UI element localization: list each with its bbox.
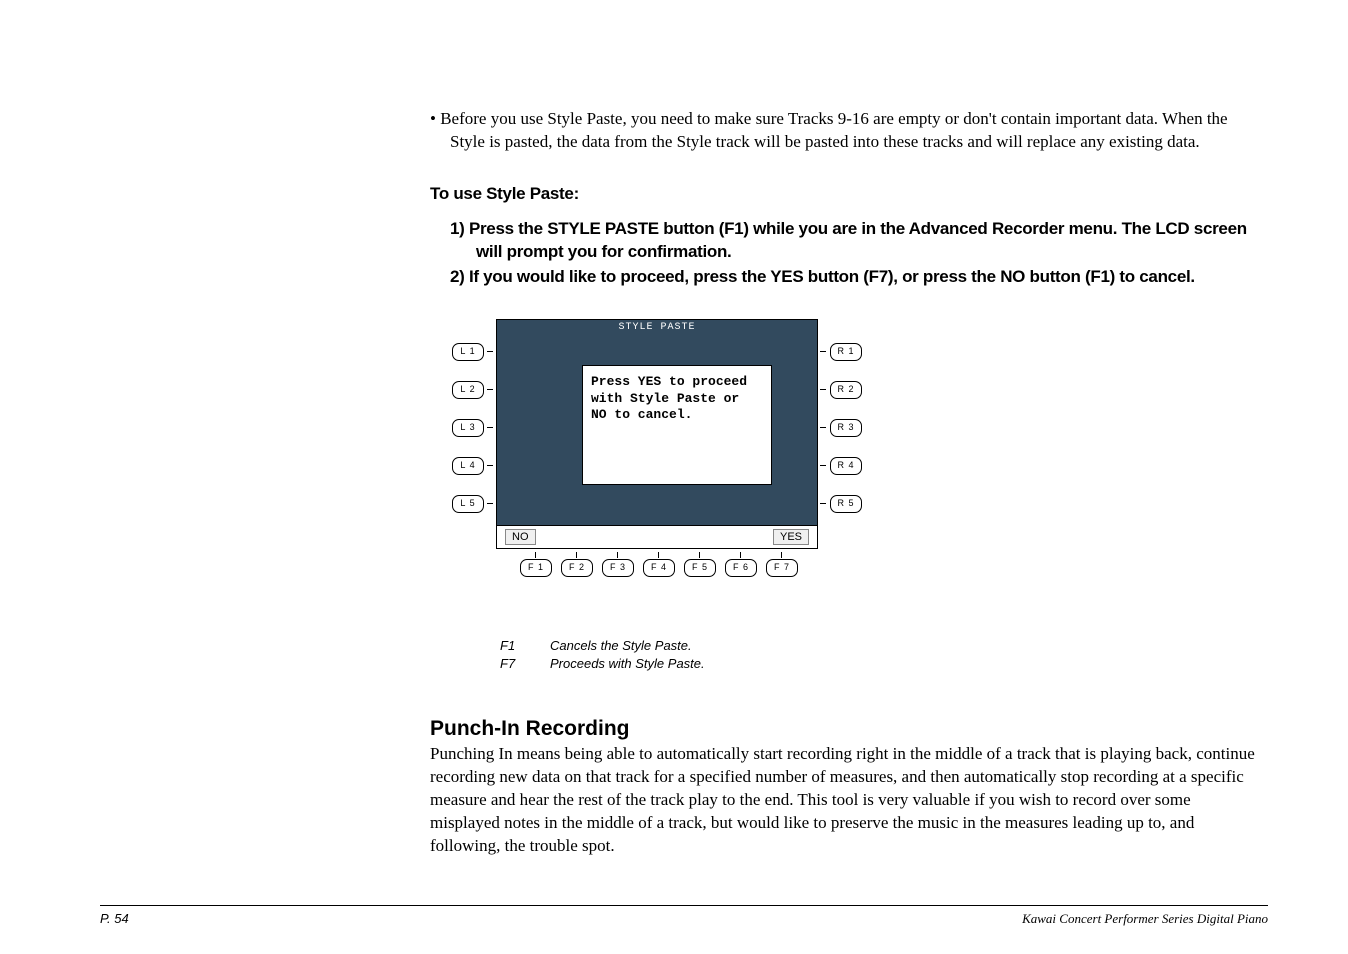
lcd-title: STYLE PASTE [497, 320, 817, 333]
step-1: 1) Press the STYLE PASTE button (F1) whi… [450, 218, 1260, 264]
caption-text: Cancels the Style Paste. [550, 637, 692, 655]
right-button-1: R 1 [830, 343, 862, 361]
f-button-7: F 7 [766, 559, 798, 577]
lcd-screen: STYLE PASTE Press YES to proceed with St… [496, 319, 818, 549]
caption-row: F7Proceeds with Style Paste. [500, 655, 1260, 673]
caption-key: F7 [500, 655, 550, 673]
f-button-3: F 3 [602, 559, 634, 577]
punch-in-body: Punching In means being able to automati… [430, 743, 1260, 858]
lcd-diagram: STYLE PASTE Press YES to proceed with St… [450, 319, 865, 619]
no-label: NO [505, 529, 536, 545]
caption-row: F1Cancels the Style Paste. [500, 637, 1260, 655]
f-buttons-row: F 1 F 2 F 3 F 4 F 5 F 6 F 7 [520, 559, 798, 577]
f-button-1: F 1 [520, 559, 552, 577]
left-button-4: L 4 [452, 457, 484, 475]
bullet-paragraph: Before you use Style Paste, you need to … [430, 108, 1260, 154]
right-button-3: R 3 [830, 419, 862, 437]
diagram-captions: F1Cancels the Style Paste.F7Proceeds wit… [500, 637, 1260, 673]
f-button-5: F 5 [684, 559, 716, 577]
step-2: 2) If you would like to proceed, press t… [450, 266, 1260, 289]
left-button-5: L 5 [452, 495, 484, 513]
yes-label: YES [773, 529, 809, 545]
left-button-2: L 2 [452, 381, 484, 399]
left-button-3: L 3 [452, 419, 484, 437]
lcd-line1: Press YES to proceed [591, 374, 747, 389]
lcd-dialog-text: Press YES to proceed with Style Paste or… [591, 374, 763, 425]
left-button-1: L 1 [452, 343, 484, 361]
f-button-6: F 6 [725, 559, 757, 577]
punch-in-heading: Punch-In Recording [430, 717, 1260, 741]
f-button-2: F 2 [561, 559, 593, 577]
page-footer: P. 54 Kawai Concert Performer Series Dig… [100, 905, 1268, 927]
footer-product-name: Kawai Concert Performer Series Digital P… [1022, 911, 1268, 927]
lcd-line2: with Style Paste or [591, 391, 739, 406]
f-button-4: F 4 [643, 559, 675, 577]
section-heading: To use Style Paste: [430, 184, 1260, 204]
right-button-2: R 2 [830, 381, 862, 399]
caption-text: Proceeds with Style Paste. [550, 655, 705, 673]
lcd-bottom-bar: NO YES [497, 525, 817, 548]
numbered-steps: 1) Press the STYLE PASTE button (F1) whi… [430, 218, 1260, 289]
page-number: P. 54 [100, 911, 129, 927]
right-button-4: R 4 [830, 457, 862, 475]
lcd-line3: NO to cancel. [591, 407, 692, 422]
right-button-5: R 5 [830, 495, 862, 513]
caption-key: F1 [500, 637, 550, 655]
lcd-dialog-box: Press YES to proceed with Style Paste or… [582, 365, 772, 485]
